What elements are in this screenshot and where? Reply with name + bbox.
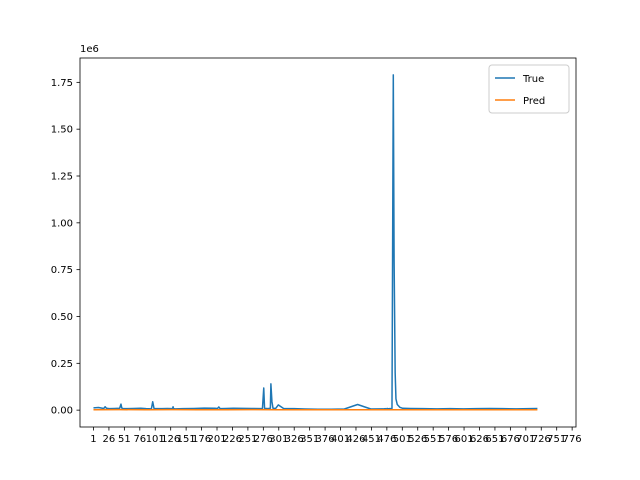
y-tick-label: 0.25	[51, 359, 73, 370]
x-tick-label: 326	[285, 434, 304, 445]
x-tick-label: 51	[118, 434, 131, 445]
x-tick-label: 651	[485, 434, 504, 445]
x-tick-label: 176	[192, 434, 211, 445]
x-tick-label: 276	[254, 434, 273, 445]
x-tick-label: 526	[408, 434, 427, 445]
y-offset-label: 1e6	[80, 44, 99, 55]
y-tick-label: 1.00	[51, 218, 73, 229]
series-layer	[93, 74, 538, 411]
y-tick-label: 1.50	[51, 125, 73, 136]
x-tick-label: 476	[377, 434, 396, 445]
x-tick-label: 726	[532, 434, 551, 445]
y-tick-label: 0.75	[51, 265, 73, 276]
x-tick-label: 626	[470, 434, 489, 445]
x-tick-label: 226	[223, 434, 242, 445]
x-tick-label: 101	[146, 434, 165, 445]
y-tick-label: 0.50	[51, 312, 73, 323]
x-tick-label: 126	[161, 434, 180, 445]
legend-box	[488, 64, 570, 114]
x-tick-label: 601	[455, 434, 474, 445]
y-tick-label: 1.25	[51, 172, 73, 183]
x-axis: 1 26 51 76 101126151176201226251276301326351…	[90, 427, 582, 445]
x-tick-label: 776	[563, 434, 582, 445]
axes-frame	[79, 57, 577, 428]
x-tick-label: 151	[177, 434, 196, 445]
x-tick-label: 576	[439, 434, 458, 445]
x-tick-label: 551	[424, 434, 443, 445]
legend-label-pred: Pred	[523, 96, 545, 107]
x-tick-label: 76	[133, 434, 146, 445]
x-tick-label: 451	[362, 434, 381, 445]
x-tick-label: 301	[269, 434, 288, 445]
x-tick-label: 701	[516, 434, 535, 445]
x-tick-label: 351	[300, 434, 319, 445]
x-tick-label: 376	[316, 434, 335, 445]
y-axis: 0.00 0.25 0.50 0.75 1.00 1.25 1.50 1.75	[51, 78, 80, 417]
x-tick-label: 1	[90, 434, 96, 445]
x-tick-label: 501	[393, 434, 412, 445]
y-tick-label: 0.00	[51, 406, 73, 417]
legend: True Pred	[488, 64, 570, 114]
x-tick-label: 201	[207, 434, 226, 445]
x-tick-label: 26	[103, 434, 116, 445]
x-tick-label: 401	[331, 434, 350, 445]
series-line-true	[93, 74, 538, 410]
x-tick-label: 251	[238, 434, 257, 445]
x-tick-label: 751	[547, 434, 566, 445]
x-tick-label: 426	[346, 434, 365, 445]
legend-label-true: True	[522, 74, 544, 85]
x-tick-label: 676	[501, 434, 520, 445]
y-tick-label: 1.75	[51, 78, 73, 89]
